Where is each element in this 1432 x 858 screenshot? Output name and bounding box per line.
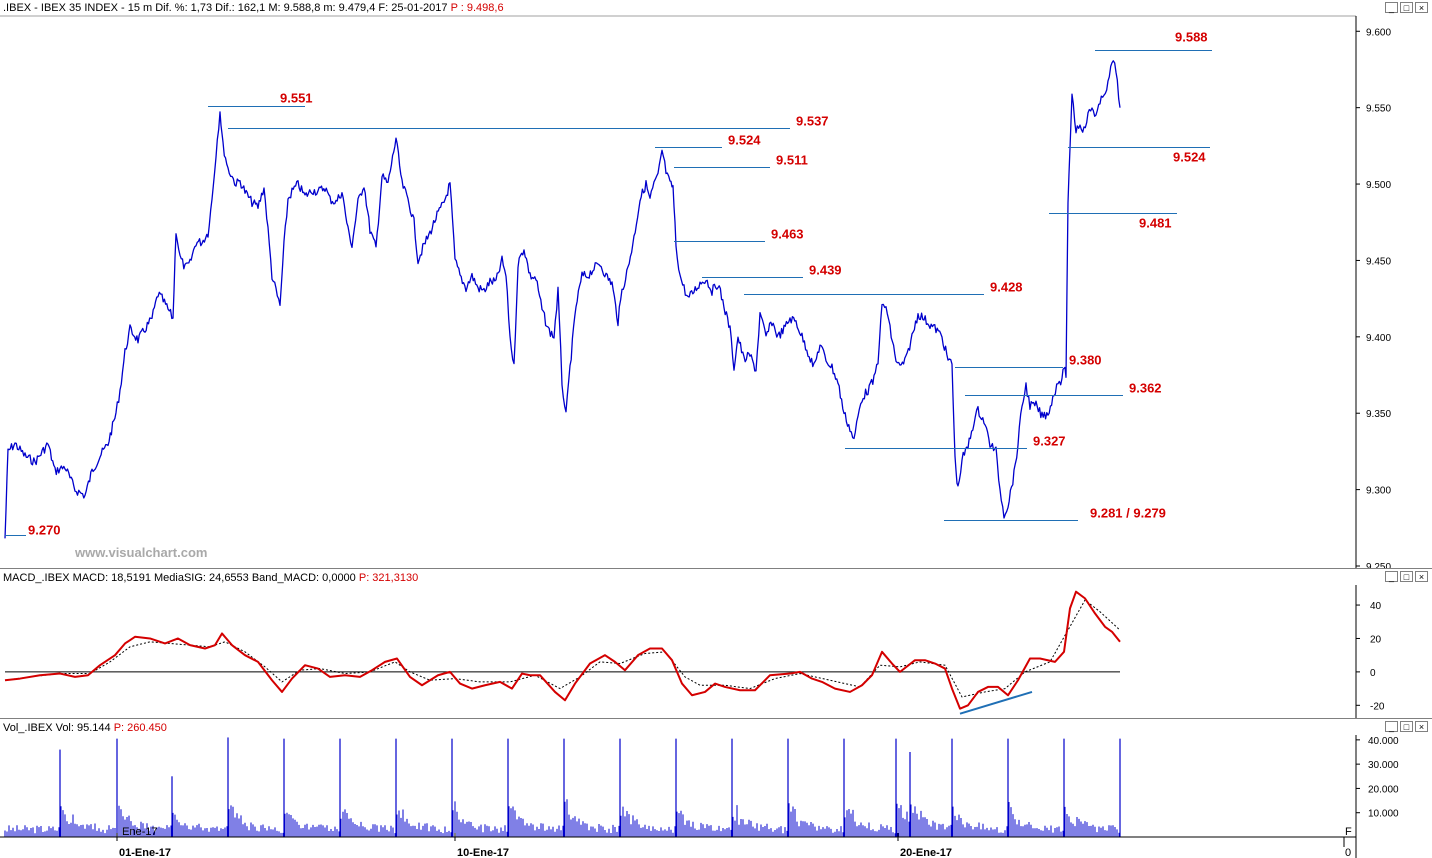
price-header-text: .IBEX - IBEX 35 INDEX - 15 m [3, 2, 153, 14]
macd-header: MACD_.IBEX MACD: 18,5191 MediaSIG: 24,65… [3, 572, 418, 584]
macd-restore-button[interactable]: □ [1400, 571, 1413, 582]
price-y-tick-label: 9.400 [1366, 333, 1391, 344]
price-panel: .IBEX - IBEX 35 INDEX - 15 m Dif. %: 1,7… [0, 2, 1428, 568]
macd-panel: MACD_.IBEX MACD: 18,5191 MediaSIG: 24,65… [0, 568, 1432, 719]
price-level-label: 9.481 [1139, 216, 1172, 231]
price-chart: 9.600 9.550 9.500 9.450 9.400 9.350 9.300 9.250… [0, 15, 1391, 568]
volume-header-p: P: 260.450 [113, 722, 167, 734]
price-header-last: P : 9.498,6 [450, 2, 504, 14]
price-y-tick-label: 9.550 [1366, 104, 1391, 115]
x-axis-label: 10-Ene-17 [457, 847, 509, 858]
price-header-stats: Dif. %: 1,73 Dif.: 162,1 M: 9.588,8 m: 9… [155, 2, 448, 14]
volume-y-tick-label: 40.000 [1368, 736, 1399, 747]
price-level-label: 9.428 [990, 280, 1023, 295]
price-y-tick-label: 9.250 [1366, 562, 1391, 568]
price-y-tick-label: 9.450 [1366, 256, 1391, 267]
volume-header: Vol_.IBEX Vol: 95.144 P: 260.450 [3, 722, 167, 734]
price-minimize-button[interactable]: _ [1385, 2, 1398, 13]
price-y-tick-label: 9.350 [1366, 409, 1391, 420]
price-series-line [4, 60, 1121, 539]
price-level-label: 9.362 [1129, 381, 1162, 396]
macd-line [4, 590, 1121, 710]
volume-restore-button[interactable]: □ [1400, 721, 1413, 732]
price-level-label: 9.463 [771, 227, 804, 242]
price-level-label: 9.588 [1175, 30, 1208, 45]
volume-y-tick-label: 20.000 [1368, 784, 1399, 795]
macd-divergence-trendline [959, 690, 1033, 715]
price-level-label: 9.511 [776, 153, 808, 168]
price-level-label: 9.524 [728, 133, 761, 148]
macd-chart: 40 20 0 -20 [4, 585, 1385, 719]
macd-signal-line [4, 599, 1121, 698]
price-level-label: 9.327 [1033, 434, 1066, 449]
price-level-label: 9.524 [1173, 150, 1206, 165]
x-axis-month-label: Ene-17 [122, 826, 157, 838]
macd-y-tick-label: 0 [1370, 668, 1376, 679]
volume-close-button[interactable]: × [1415, 721, 1428, 732]
macd-close-button[interactable]: × [1415, 571, 1428, 582]
price-level-label: 9.551 [280, 91, 313, 106]
volume-panel: Vol_.IBEX Vol: 95.144 P: 260.450 _ □ × 4… [0, 718, 1432, 858]
watermark: www.visualchart.com [75, 545, 208, 560]
volume-y-tick-label: 10.000 [1368, 809, 1399, 820]
price-y-tick-label: 9.300 [1366, 486, 1391, 497]
x-axis-label: 01-Ene-17 [119, 847, 171, 858]
macd-y-tick-label: 20 [1370, 634, 1382, 645]
volume-y-tick-label: 30.000 [1368, 760, 1399, 771]
price-header: .IBEX - IBEX 35 INDEX - 15 m Dif. %: 1,7… [3, 2, 504, 14]
macd-minimize-button[interactable]: _ [1385, 571, 1398, 582]
x-axis-end-label: 0 [1345, 847, 1351, 858]
x-axis-label: 20-Ene-17 [900, 847, 952, 858]
price-level-label: 9.537 [796, 114, 829, 129]
volume-minimize-button[interactable]: _ [1385, 721, 1398, 732]
price-y-tick-label: 9.600 [1366, 27, 1391, 38]
price-close-button[interactable]: × [1415, 2, 1428, 13]
price-restore-button[interactable]: □ [1400, 2, 1413, 13]
macd-y-tick-label: 40 [1370, 601, 1382, 612]
volume-chart: 40.000 30.000 20.000 10.000 01-Ene-17 10-Ene-… [0, 735, 1399, 858]
volume-bars [4, 799, 1120, 837]
price-y-tick-label: 9.500 [1366, 180, 1391, 191]
macd-header-text: MACD_.IBEX MACD: 18,5191 MediaSIG: 24,65… [3, 572, 356, 584]
price-level-label: 9.270 [28, 523, 61, 538]
price-level-label: 9.380 [1069, 353, 1102, 368]
price-level-label: 9.281 / 9.279 [1090, 506, 1166, 521]
x-axis-month-label: F [1345, 826, 1352, 838]
price-level-label: 9.439 [809, 263, 842, 278]
macd-y-tick-label: -20 [1370, 701, 1385, 712]
volume-header-text: Vol_.IBEX Vol: 95.144 [3, 722, 111, 734]
macd-header-p: P: 321,3130 [358, 572, 419, 584]
